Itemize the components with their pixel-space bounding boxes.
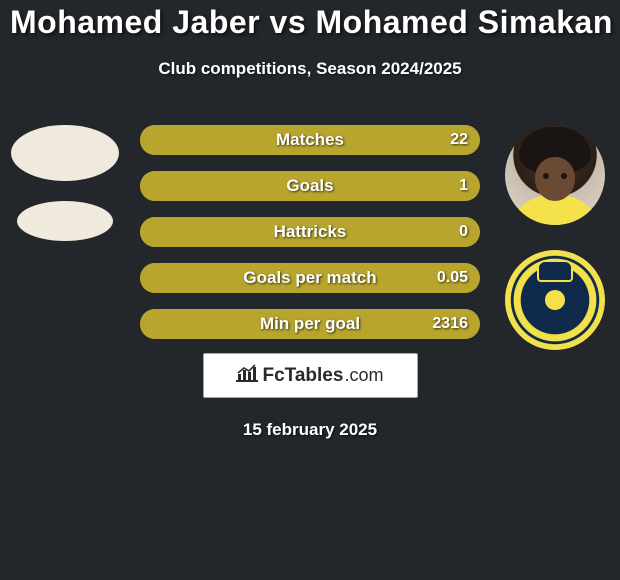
stat-bar: Goals1 — [140, 171, 480, 201]
stat-label: Goals — [140, 176, 480, 196]
title: Mohamed Jaber vs Mohamed Simakan — [0, 4, 620, 41]
stat-value-right: 0 — [459, 223, 468, 241]
player-right-photo — [505, 125, 605, 225]
stat-bars: Matches22 Goals1 Hattricks0 Goals per match… — [140, 125, 480, 355]
stat-label: Goals per match — [140, 268, 480, 288]
stat-value-right: 2316 — [432, 315, 468, 333]
stat-label: Min per goal — [140, 314, 480, 334]
stat-bar: Hattricks0 — [140, 217, 480, 247]
stat-label: Hattricks — [140, 222, 480, 242]
stat-label: Matches — [140, 130, 480, 150]
club-left-crest — [17, 201, 113, 241]
stat-value-right: 0.05 — [437, 269, 468, 287]
stat-bar: Goals per match0.05 — [140, 263, 480, 293]
subtitle: Club competitions, Season 2024/2025 — [0, 59, 620, 79]
fctables-logo: FcTables.com — [203, 353, 418, 398]
stat-bar: Matches22 — [140, 125, 480, 155]
club-right-crest — [505, 250, 605, 350]
logo-text: FcTables.com — [262, 365, 383, 387]
content: Matches22 Goals1 Hattricks0 Goals per match… — [0, 125, 620, 345]
logo-dotcom: .com — [344, 365, 383, 386]
logo-fc: Fc — [262, 365, 284, 387]
left-player-column — [10, 125, 120, 241]
comparison-graphic: Mohamed Jaber vs Mohamed Simakan Club co… — [0, 0, 620, 580]
right-player-column — [500, 125, 610, 375]
chart-icon — [236, 364, 258, 387]
stat-bar: Min per goal2316 — [140, 309, 480, 339]
stat-value-right: 1 — [459, 177, 468, 195]
stat-value-right: 22 — [450, 131, 468, 149]
date: 15 february 2025 — [0, 420, 620, 440]
logo-tables: Tables — [285, 365, 344, 387]
player-left-photo — [11, 125, 119, 181]
